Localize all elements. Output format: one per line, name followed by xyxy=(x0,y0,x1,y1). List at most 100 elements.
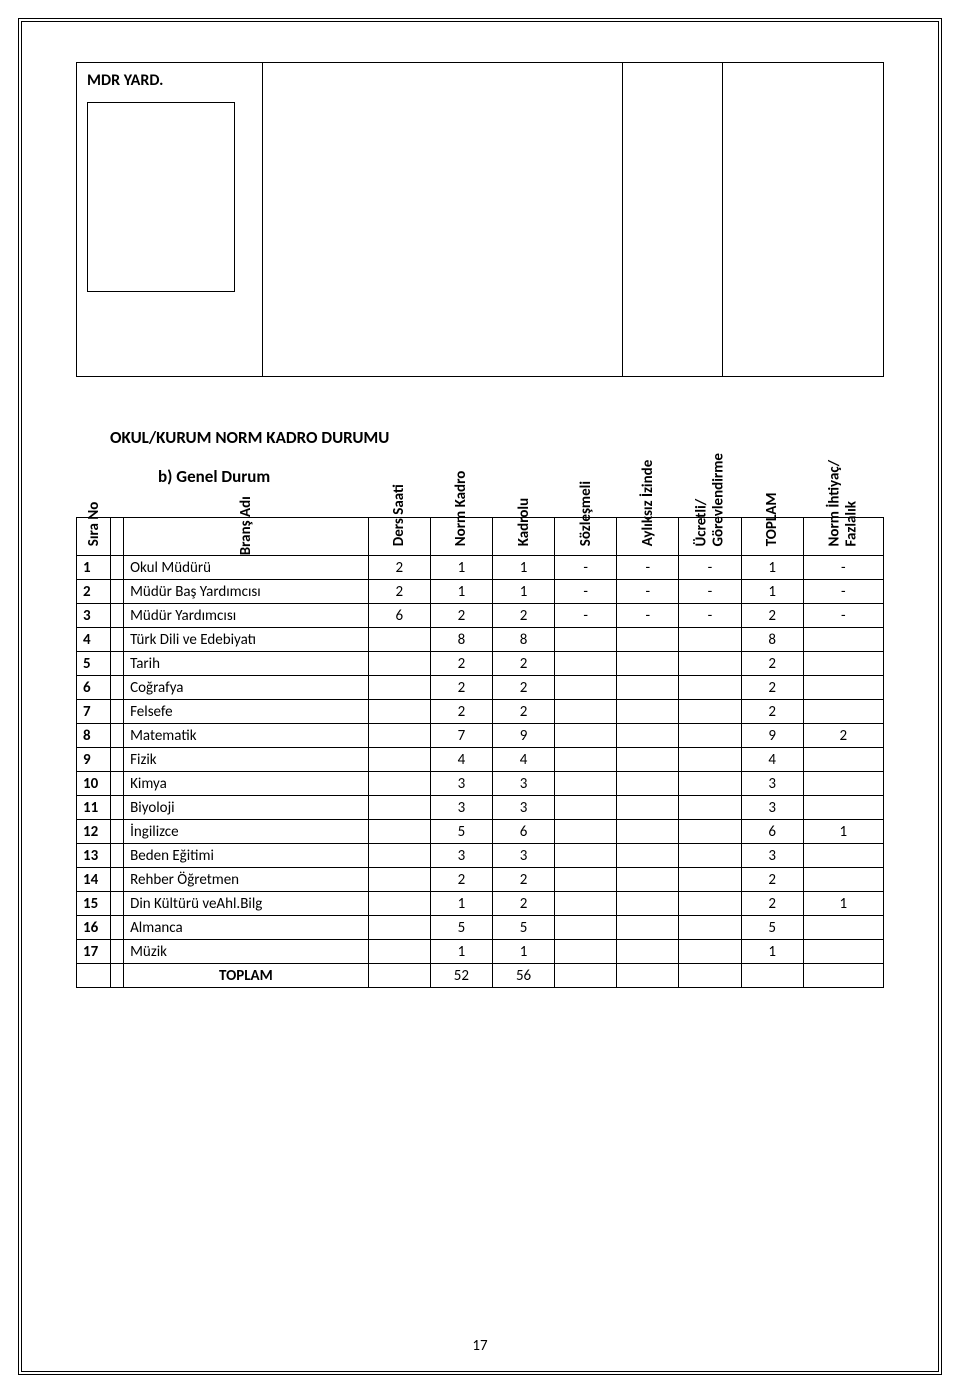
cell-ucretli: - xyxy=(679,556,741,580)
cell-kadrolu: 9 xyxy=(492,724,554,748)
cell-soz xyxy=(555,916,617,940)
cell-ucretli xyxy=(679,820,741,844)
cell-fazla xyxy=(803,844,883,868)
cell-ders xyxy=(368,700,430,724)
col-ucretli-gorevlendirme: Ücretli/ Görevlendirme xyxy=(679,518,741,556)
cell-ayliksiz xyxy=(617,652,679,676)
cell-kadrolu: 4 xyxy=(492,748,554,772)
cell-fazla xyxy=(803,796,883,820)
cell-no: 15 xyxy=(77,892,111,916)
cell-kadrolu: 5 xyxy=(492,916,554,940)
cell-no: 16 xyxy=(77,916,111,940)
cell-gap xyxy=(111,796,124,820)
table-row: 15Din Kültürü veAhl.Bilg1221 xyxy=(77,892,884,916)
cell-brans: Müdür Yardımcısı xyxy=(124,604,369,628)
cell-soz xyxy=(555,772,617,796)
cell-toplam: 1 xyxy=(741,940,803,964)
cell-fazla xyxy=(803,628,883,652)
cell-norm: 8 xyxy=(430,628,492,652)
cell-total-label: TOPLAM xyxy=(124,964,369,988)
cell-kadrolu: 3 xyxy=(492,844,554,868)
cell-ayliksiz xyxy=(617,676,679,700)
cell-ders xyxy=(368,844,430,868)
cell-fazla xyxy=(803,916,883,940)
cell-toplam: 2 xyxy=(741,652,803,676)
header-cell-4 xyxy=(723,63,883,376)
cell-brans: Rehber Öğretmen xyxy=(124,868,369,892)
cell-toplam: 3 xyxy=(741,796,803,820)
cell-fazla: 2 xyxy=(803,724,883,748)
cell-ucretli xyxy=(679,772,741,796)
cell-kadrolu: 2 xyxy=(492,652,554,676)
table-row: 11Biyoloji333 xyxy=(77,796,884,820)
cell-gap xyxy=(111,604,124,628)
cell-soz xyxy=(555,652,617,676)
table-row: 13Beden Eğitimi333 xyxy=(77,844,884,868)
cell-gap xyxy=(111,964,124,988)
cell-gap xyxy=(111,748,124,772)
cell-ders xyxy=(368,964,430,988)
cell-gap xyxy=(111,916,124,940)
cell-kadrolu: 56 xyxy=(492,964,554,988)
cell-fazla xyxy=(803,940,883,964)
cell-brans: Felsefe xyxy=(124,700,369,724)
cell-norm: 7 xyxy=(430,724,492,748)
header-box-row: MDR YARD. xyxy=(76,62,884,377)
cell-brans: Okul Müdürü xyxy=(124,556,369,580)
table-row: 2Müdür Baş Yardımcısı211---1- xyxy=(77,580,884,604)
cell-soz xyxy=(555,844,617,868)
cell-ders xyxy=(368,892,430,916)
cell-brans: Matematik xyxy=(124,724,369,748)
cell-ayliksiz xyxy=(617,820,679,844)
cell-brans: Müdür Baş Yardımcısı xyxy=(124,580,369,604)
header-cell-2 xyxy=(263,63,623,376)
cell-no: 11 xyxy=(77,796,111,820)
cell-ayliksiz xyxy=(617,916,679,940)
cell-toplam: 1 xyxy=(741,580,803,604)
cell-ders xyxy=(368,868,430,892)
table-row: 7Felsefe222 xyxy=(77,700,884,724)
cell-ucretli: - xyxy=(679,580,741,604)
table-row: 6Coğrafya222 xyxy=(77,676,884,700)
cell-norm: 4 xyxy=(430,748,492,772)
col-ayliksiz-izinde: Aylıksız İzinde xyxy=(617,518,679,556)
cell-kadrolu: 2 xyxy=(492,892,554,916)
cell-gap xyxy=(111,844,124,868)
cell-no: 12 xyxy=(77,820,111,844)
cell-kadrolu: 6 xyxy=(492,820,554,844)
cell-soz xyxy=(555,940,617,964)
table-row: 14Rehber Öğretmen222 xyxy=(77,868,884,892)
cell-no: 6 xyxy=(77,676,111,700)
cell-kadrolu: 3 xyxy=(492,772,554,796)
cell-brans: Coğrafya xyxy=(124,676,369,700)
cell-no: 14 xyxy=(77,868,111,892)
cell-toplam: 2 xyxy=(741,676,803,700)
cell-norm: 5 xyxy=(430,916,492,940)
cell-ders xyxy=(368,628,430,652)
cell-toplam: 6 xyxy=(741,820,803,844)
cell-brans: Fizik xyxy=(124,748,369,772)
cell-soz xyxy=(555,820,617,844)
cell-soz xyxy=(555,724,617,748)
cell-ders xyxy=(368,748,430,772)
cell-soz xyxy=(555,868,617,892)
cell-kadrolu: 3 xyxy=(492,796,554,820)
cell-fazla: - xyxy=(803,580,883,604)
cell-gap xyxy=(111,676,124,700)
cell-gap xyxy=(111,820,124,844)
page-number: 17 xyxy=(22,1337,938,1355)
table-row: 1Okul Müdürü211---1- xyxy=(77,556,884,580)
cell-ucretli xyxy=(679,748,741,772)
cell-brans: Din Kültürü veAhl.Bilg xyxy=(124,892,369,916)
cell-toplam: 8 xyxy=(741,628,803,652)
cell-soz: - xyxy=(555,556,617,580)
cell-norm: 3 xyxy=(430,844,492,868)
cell-kadrolu: 2 xyxy=(492,676,554,700)
mdr-yard-cell: MDR YARD. xyxy=(77,63,263,376)
cell-norm: 1 xyxy=(430,556,492,580)
cell-fazla: 1 xyxy=(803,820,883,844)
cell-ayliksiz xyxy=(617,844,679,868)
cell-no: 13 xyxy=(77,844,111,868)
cell-no: 17 xyxy=(77,940,111,964)
table-row: 9Fizik444 xyxy=(77,748,884,772)
